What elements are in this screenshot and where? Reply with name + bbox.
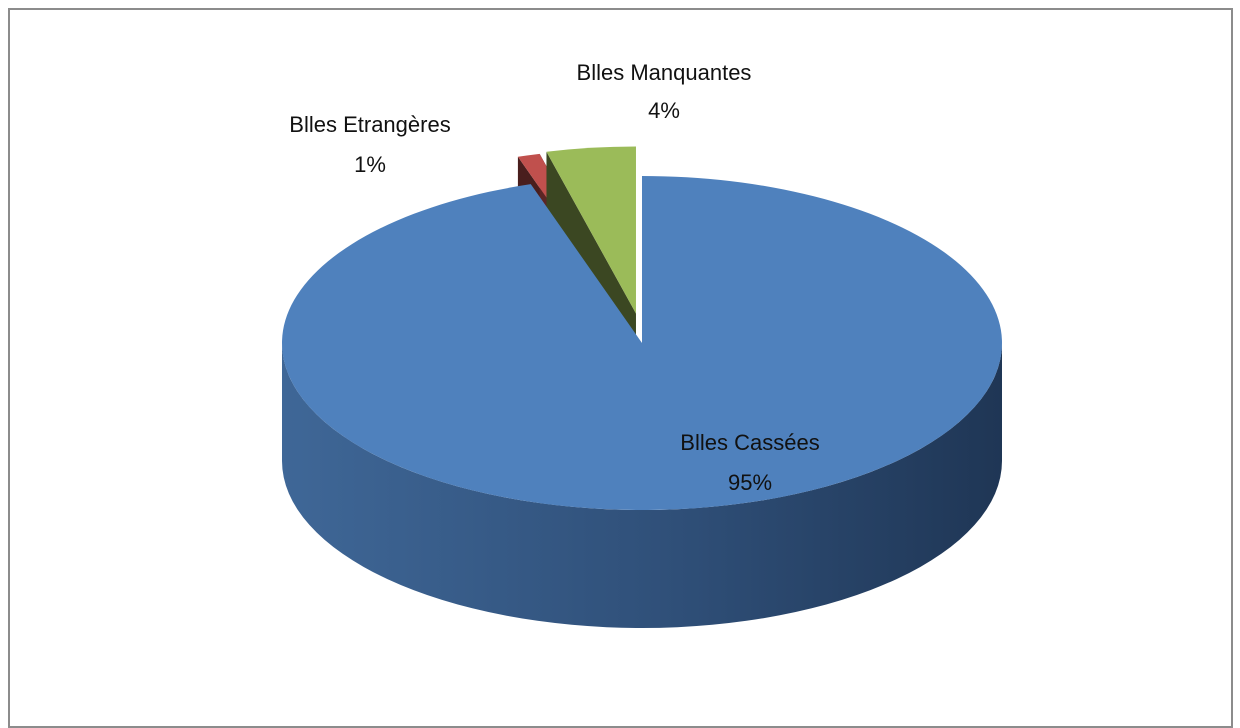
slice-side-blles-cassees [282,343,1002,628]
pie-chart: Blles Cassées 95% Blles Etrangères 1% Bl… [282,60,1003,628]
slice-top-blles-cassees [282,176,1003,511]
label-blles-manquantes: Blles Manquantes [577,60,752,85]
label-blles-etrangeres: Blles Etrangères [289,112,450,137]
slice-top-blles-manquantes [546,146,636,314]
value-blles-cassees: 95% [728,470,772,495]
value-blles-manquantes: 4% [648,98,680,123]
slice-blles-cassees [282,176,1003,628]
label-blles-cassees: Blles Cassées [680,430,819,455]
value-blles-etrangeres: 1% [354,152,386,177]
